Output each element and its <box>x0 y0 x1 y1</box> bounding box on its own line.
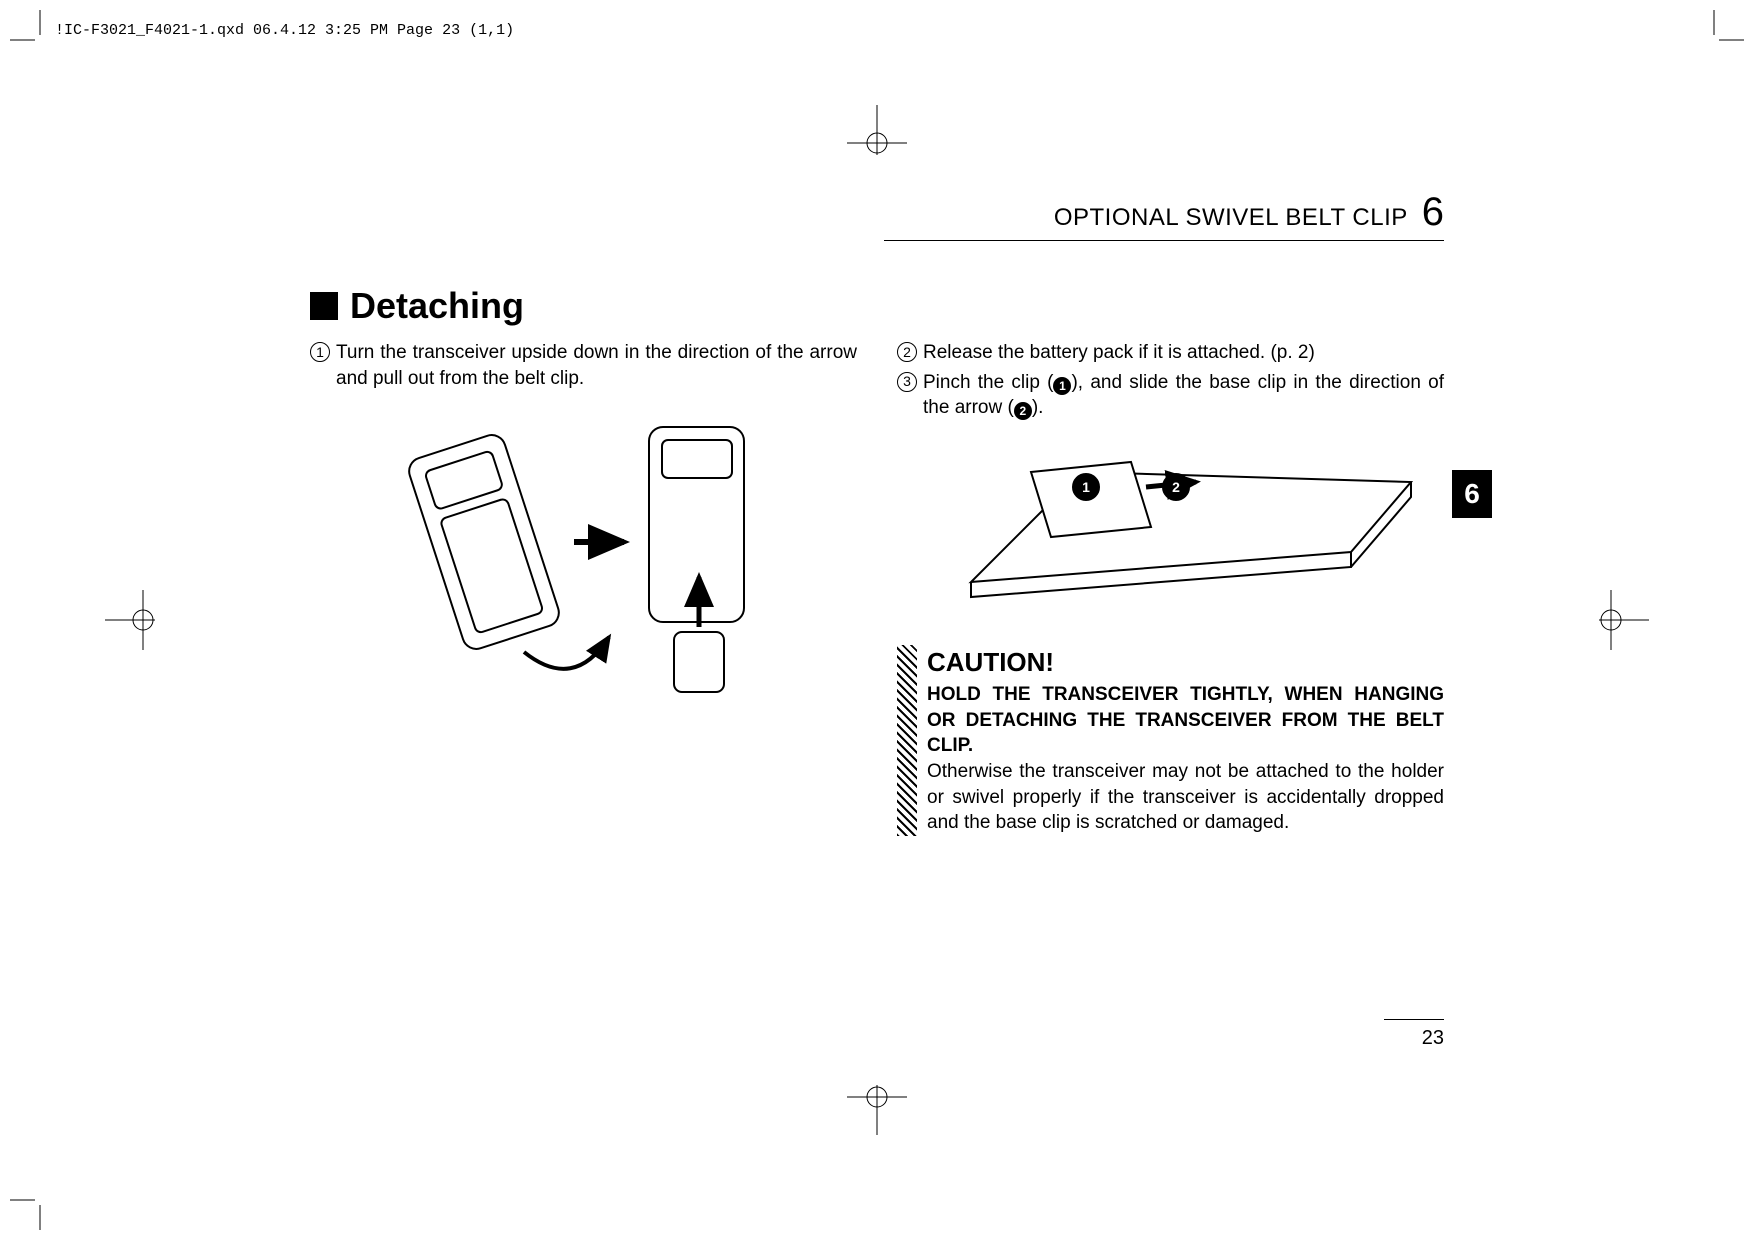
caution-bold-text: HOLD THE TRANSCEIVER TIGHTLY, WHEN HANGI… <box>927 682 1444 759</box>
crop-mark-icon <box>10 10 50 50</box>
step-1: 1 Turn the transceiver upside down in th… <box>310 340 857 391</box>
figure-detach-transceiver <box>373 401 795 703</box>
step-3: 3 Pinch the clip (1), and slide the base… <box>897 370 1444 421</box>
running-head-text: OPTIONAL SWIVEL BELT CLIP <box>1054 204 1408 232</box>
crop-mark-icon <box>10 1190 50 1230</box>
section-heading: Detaching <box>310 285 524 327</box>
callout-2-icon: 2 <box>1014 402 1032 420</box>
page-body: OPTIONAL SWIVEL BELT CLIP 6 Detaching 1 … <box>310 190 1444 1050</box>
caution-hatch-icon <box>897 645 917 836</box>
square-bullet-icon <box>310 292 338 320</box>
page-number-rule <box>1384 1019 1444 1020</box>
running-head: OPTIONAL SWIVEL BELT CLIP 6 <box>1054 190 1444 235</box>
page-number: 23 <box>1422 1027 1444 1050</box>
head-rule <box>884 240 1444 241</box>
figure-base-clip-slide: 1 2 <box>910 431 1432 623</box>
step-text: Release the battery pack if it is attach… <box>923 340 1444 366</box>
right-column: 2 Release the battery pack if it is atta… <box>897 340 1444 836</box>
registration-mark-icon <box>847 1085 907 1145</box>
transceiver-detach-illustration <box>374 402 794 702</box>
crop-mark-icon <box>1704 10 1744 50</box>
callout-label: 2 <box>1172 479 1180 495</box>
caution-body-text: Otherwise the transceiver may not be att… <box>927 759 1444 836</box>
callout-1-icon: 1 <box>1053 377 1071 395</box>
section-heading-text: Detaching <box>350 285 524 327</box>
step-number-icon: 2 <box>897 342 917 362</box>
slug-line: !IC-F3021_F4021-1.qxd 06.4.12 3:25 PM Pa… <box>55 22 514 39</box>
registration-mark-icon <box>95 590 155 650</box>
thumb-tab: 6 <box>1452 470 1492 518</box>
left-column: 1 Turn the transceiver upside down in th… <box>310 340 857 836</box>
registration-mark-icon <box>847 95 907 155</box>
base-clip-illustration: 1 2 <box>911 432 1431 622</box>
step-text: Turn the transceiver upside down in the … <box>336 340 857 391</box>
callout-label: 1 <box>1082 479 1090 495</box>
registration-mark-icon <box>1599 590 1659 650</box>
step-number-icon: 1 <box>310 342 330 362</box>
step-number-icon: 3 <box>897 372 917 392</box>
caution-title: CAUTION! <box>927 645 1444 680</box>
step-2: 2 Release the battery pack if it is atta… <box>897 340 1444 366</box>
step-text-fragment: Pinch the clip ( <box>923 372 1053 393</box>
step-text: Pinch the clip (1), and slide the base c… <box>923 370 1444 421</box>
caution-block: CAUTION! HOLD THE TRANSCEIVER TIGHTLY, W… <box>897 645 1444 836</box>
step-text-fragment: ). <box>1032 397 1044 418</box>
running-head-chapter-number: 6 <box>1422 190 1444 235</box>
